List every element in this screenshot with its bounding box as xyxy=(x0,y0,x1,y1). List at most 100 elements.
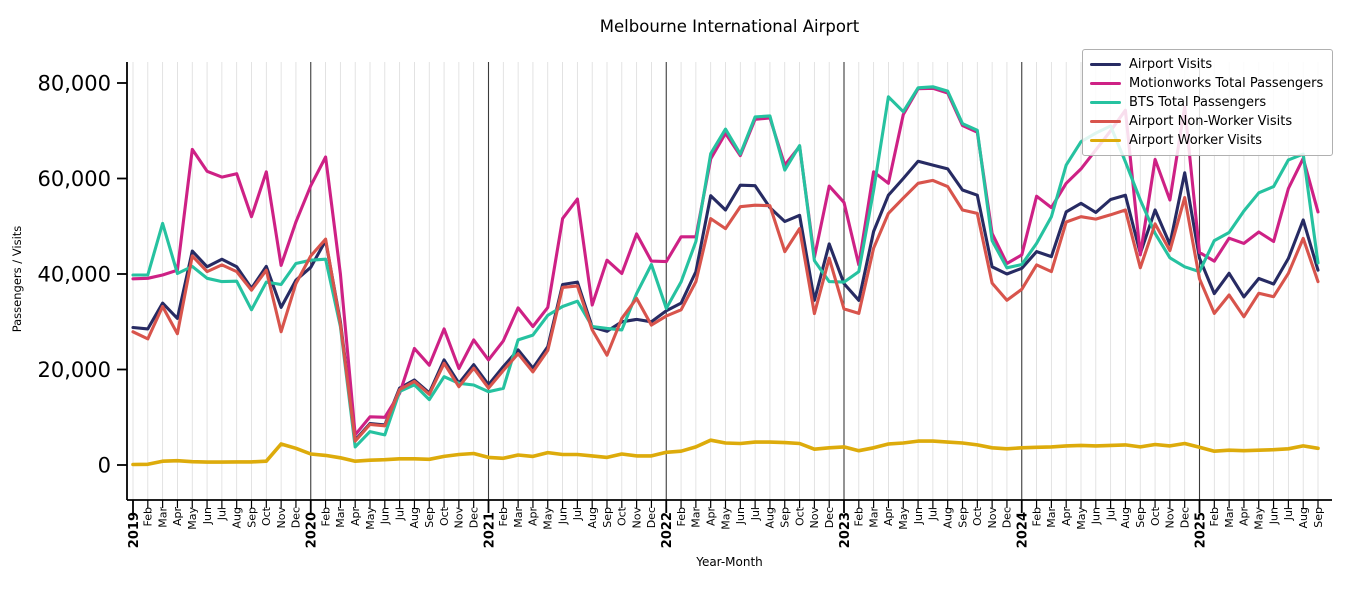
x-tick-label: Aug xyxy=(586,507,599,528)
legend-label: Motionworks Total Passengers xyxy=(1129,76,1324,91)
x-tick-label: Jun xyxy=(912,507,925,525)
x-tick-label: Nov xyxy=(1164,507,1177,529)
y-tick-label: 60,000 xyxy=(38,167,111,191)
x-tick-label: Feb xyxy=(497,507,510,526)
x-tick-label: Jun xyxy=(556,507,569,525)
x-tick-label: Dec xyxy=(290,507,303,528)
x-tick-label: Apr xyxy=(1238,507,1251,527)
x-tick-label: Jun xyxy=(379,507,392,525)
legend-swatch xyxy=(1090,119,1121,124)
x-tick-label: Jul xyxy=(927,507,940,521)
x-axis-label: Year-Month xyxy=(696,555,763,569)
chart-title: Melbourne International Airport xyxy=(599,17,860,36)
x-tick-label: Mar xyxy=(1045,507,1058,528)
x-tick-label: Nov xyxy=(275,507,288,529)
x-tick-label: Apr xyxy=(171,507,184,527)
x-tick-label: Jun xyxy=(201,507,214,525)
legend: Airport Visits Motionworks Total Passenge… xyxy=(1082,49,1334,156)
x-tick-label: Jun xyxy=(1090,507,1103,525)
x-tick-label: Sep xyxy=(601,507,614,528)
x-tick-label: Mar xyxy=(334,507,347,528)
x-tick-label: Jul xyxy=(749,507,762,521)
x-tick-label: Sep xyxy=(779,507,792,528)
x-tick-label: 2019 xyxy=(127,512,142,548)
x-tick-label: May xyxy=(1075,507,1088,530)
legend-item-3: BTS Total Passengers xyxy=(1090,93,1323,112)
x-tick-label: Nov xyxy=(630,507,643,529)
x-tick-label: Aug xyxy=(941,507,954,528)
x-tick-label: Jun xyxy=(734,507,747,525)
x-tick-label: Dec xyxy=(467,507,480,528)
legend-item-2: Motionworks Total Passengers xyxy=(1090,74,1323,93)
x-tick-label: Oct xyxy=(260,506,273,526)
x-tick-label: Apr xyxy=(1060,507,1073,527)
x-tick-label: May xyxy=(897,507,910,530)
x-tick-label: Dec xyxy=(1178,507,1191,528)
x-tick-label: Dec xyxy=(823,507,836,528)
x-tick-label: Jul xyxy=(216,507,229,521)
x-tick-label: Jun xyxy=(1267,507,1280,525)
series-line-airport-non-worker-visits xyxy=(131,178,1320,443)
x-tick-label: Sep xyxy=(956,507,969,528)
x-tick-label: Mar xyxy=(867,507,880,528)
x-tick-label: Apr xyxy=(527,507,540,527)
y-tick-label: 20,000 xyxy=(38,358,111,382)
x-tick-label: Oct xyxy=(971,506,984,526)
x-tick-label: 2025 xyxy=(1193,512,1208,548)
x-tick-label: Aug xyxy=(764,507,777,528)
x-tick-label: Aug xyxy=(230,507,243,528)
legend-label: Airport Non-Worker Visits xyxy=(1129,114,1293,129)
x-tick-label: Jul xyxy=(571,507,584,521)
x-tick-label: May xyxy=(364,507,377,530)
x-tick-label: 2024 xyxy=(1016,512,1031,548)
y-tick-label: 0 xyxy=(98,454,111,478)
x-tick-label: Nov xyxy=(986,507,999,529)
legend-swatch xyxy=(1090,138,1121,143)
x-tick-label: 2020 xyxy=(305,512,320,548)
x-tick-label: May xyxy=(186,507,199,530)
x-tick-label: Aug xyxy=(408,507,421,528)
series-line-airport-worker-visits xyxy=(131,438,1320,467)
x-tick-label: Apr xyxy=(349,507,362,527)
x-tick-label: Sep xyxy=(1312,507,1325,528)
legend-label: BTS Total Passengers xyxy=(1129,95,1267,110)
x-tick-label: Dec xyxy=(645,507,658,528)
x-tick-label: Sep xyxy=(1134,507,1147,528)
x-tick-label: May xyxy=(542,507,555,530)
x-tick-label: Dec xyxy=(1001,507,1014,528)
legend-swatch xyxy=(1090,62,1121,67)
x-tick-label: Mar xyxy=(512,507,525,528)
x-tick-label: Jul xyxy=(1282,507,1295,521)
legend-swatch xyxy=(1090,81,1121,86)
x-tick-label: 2021 xyxy=(482,512,497,548)
x-tick-label: Feb xyxy=(1030,507,1043,526)
x-tick-label: Mar xyxy=(690,507,703,528)
x-tick-label: Feb xyxy=(853,507,866,526)
x-tick-label: Feb xyxy=(142,507,155,526)
x-tick-label: Oct xyxy=(438,506,451,526)
x-tick-label: Aug xyxy=(1119,507,1132,528)
x-tick-label: 2022 xyxy=(660,512,675,548)
x-tick-label: May xyxy=(1253,507,1266,530)
x-tick-label: Nov xyxy=(453,507,466,529)
legend-swatch xyxy=(1090,100,1121,105)
x-tick-label: Oct xyxy=(1149,506,1162,526)
legend-item-5: Airport Worker Visits xyxy=(1090,131,1323,150)
x-tick-label: Apr xyxy=(704,507,717,527)
x-tick-label: Feb xyxy=(1208,507,1221,526)
x-tick-label: Jul xyxy=(1104,507,1117,521)
x-tick-label: Mar xyxy=(156,507,169,528)
x-tick-label: Jul xyxy=(393,507,406,521)
x-tick-label: Mar xyxy=(1223,507,1236,528)
y-axis-label: Passengers / Visits xyxy=(10,225,24,333)
x-tick-label: 2023 xyxy=(838,512,853,548)
y-tick-label: 40,000 xyxy=(38,263,111,287)
x-tick-label: Nov xyxy=(808,507,821,529)
legend-item-4: Airport Non-Worker Visits xyxy=(1090,112,1323,131)
x-tick-label: Sep xyxy=(423,507,436,528)
x-tick-label: Feb xyxy=(675,507,688,526)
x-tick-label: May xyxy=(719,507,732,530)
x-tick-label: Sep xyxy=(245,507,258,528)
